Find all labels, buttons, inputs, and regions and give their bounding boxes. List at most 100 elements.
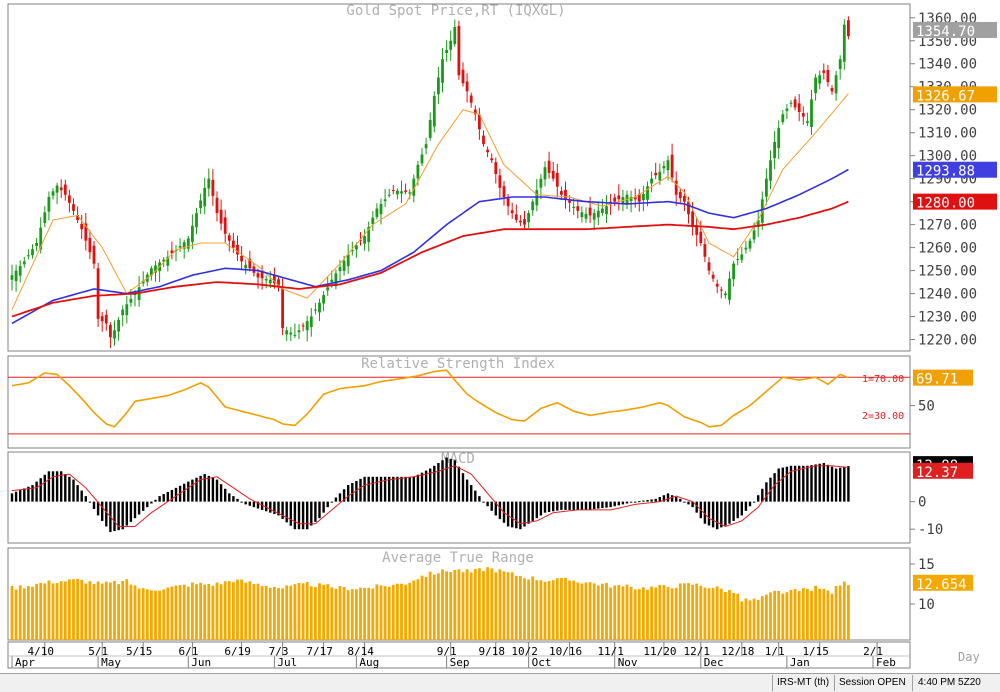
atr-bar bbox=[490, 568, 494, 640]
atr-bar bbox=[137, 588, 141, 640]
atr-bar bbox=[195, 584, 198, 640]
macd-bar bbox=[552, 501, 555, 512]
macd-bar bbox=[761, 488, 764, 502]
macd-bar bbox=[64, 474, 67, 502]
price-candle bbox=[100, 316, 104, 322]
price-candle bbox=[334, 273, 338, 287]
last-price-tag: 1354.70 bbox=[916, 24, 975, 40]
macd-bar bbox=[170, 489, 174, 502]
macd-bar bbox=[125, 501, 128, 526]
macd-bar bbox=[363, 476, 366, 502]
atr-bar bbox=[683, 583, 686, 640]
atr-bar bbox=[387, 586, 391, 640]
atr-panel-title: Average True Range bbox=[382, 550, 534, 566]
x-day-label: 7/3 bbox=[269, 645, 289, 658]
atr-bar bbox=[35, 583, 38, 640]
atr-bar bbox=[498, 569, 502, 640]
atr-bar bbox=[84, 583, 88, 640]
price-candle bbox=[22, 261, 26, 265]
price-candle bbox=[223, 217, 227, 234]
atr-bar bbox=[777, 590, 781, 640]
macd-value-tag: 12.37 bbox=[916, 465, 958, 481]
macd-bar bbox=[830, 466, 834, 502]
macd-bar bbox=[625, 501, 629, 504]
x-month-label: Apr bbox=[15, 656, 35, 669]
price-candle bbox=[150, 268, 153, 276]
price-candle bbox=[96, 268, 100, 319]
atr-bar bbox=[605, 582, 608, 640]
price-candle bbox=[687, 201, 690, 215]
atr-bar bbox=[568, 580, 571, 640]
price-candle bbox=[814, 77, 817, 94]
macd-bar bbox=[757, 495, 760, 502]
atr-bar bbox=[92, 583, 96, 640]
x-month-label: Jan bbox=[790, 656, 810, 669]
macd-bar bbox=[642, 500, 645, 502]
macd-bar bbox=[359, 478, 362, 502]
atr-bar bbox=[695, 583, 699, 640]
macd-bar bbox=[137, 501, 141, 515]
macd-bar bbox=[424, 470, 428, 502]
atr-bar bbox=[363, 588, 366, 640]
macd-bar bbox=[498, 501, 502, 520]
atr-bar bbox=[55, 583, 59, 640]
price-candle bbox=[658, 171, 662, 181]
macd-bar bbox=[646, 499, 649, 502]
macd-bar bbox=[634, 501, 637, 503]
x-day-label: 7/17 bbox=[306, 645, 333, 658]
macd-bar bbox=[68, 476, 71, 502]
price-candle bbox=[387, 194, 391, 196]
price-candle bbox=[683, 196, 686, 202]
macd-bar bbox=[679, 498, 682, 502]
macd-bar bbox=[342, 489, 346, 502]
price-candle bbox=[236, 244, 239, 255]
macd-bar bbox=[351, 483, 354, 502]
atr-bar bbox=[227, 581, 231, 640]
atr-bar bbox=[96, 581, 100, 640]
price-candle bbox=[437, 77, 440, 95]
macd-bar bbox=[695, 501, 698, 513]
atr-bar bbox=[830, 593, 834, 640]
atr-bar bbox=[834, 586, 838, 640]
macd-bar bbox=[183, 483, 186, 502]
atr-bar bbox=[264, 585, 268, 640]
atr-bar bbox=[22, 588, 26, 640]
atr-bar bbox=[719, 588, 723, 640]
atr-bar bbox=[572, 580, 576, 640]
price-panel: Gold Spot Price,RT (IQXGL) bbox=[346, 3, 565, 19]
macd-signal-line bbox=[11, 465, 849, 528]
y-tick-label: -10 bbox=[918, 522, 943, 538]
macd-bar bbox=[248, 501, 251, 506]
x-month-label: May bbox=[101, 656, 121, 669]
macd-bar bbox=[162, 494, 165, 502]
atr-bar bbox=[223, 581, 227, 640]
x-month-label: Jun bbox=[191, 656, 211, 669]
x-day-label: 9/18 bbox=[479, 645, 506, 658]
price-candle bbox=[646, 186, 649, 200]
macd-bar bbox=[621, 501, 625, 505]
status-account[interactable]: IRS-MT (th) bbox=[777, 677, 830, 688]
status-time: 4:40 PM 5Z20 bbox=[918, 677, 981, 688]
macd-bar bbox=[748, 501, 752, 507]
price-candle bbox=[711, 274, 715, 279]
price-candle bbox=[531, 201, 535, 211]
x-day-label: 1/15 bbox=[802, 645, 829, 658]
y-tick-label: 1300.00 bbox=[918, 149, 977, 165]
atr-bar bbox=[391, 584, 395, 640]
atr-bar bbox=[334, 588, 338, 640]
macd-bar bbox=[752, 501, 756, 503]
macd-bar bbox=[834, 468, 838, 502]
macd-bar bbox=[445, 457, 448, 502]
macd-bar bbox=[379, 476, 383, 502]
atr-bar bbox=[601, 583, 604, 640]
price-candle bbox=[178, 246, 182, 248]
macd-bar bbox=[597, 501, 600, 509]
macd-bar bbox=[810, 465, 813, 502]
atr-bar bbox=[724, 591, 727, 640]
price-candle bbox=[309, 316, 313, 327]
price-candle bbox=[539, 178, 543, 188]
x-day-label: 1/1 bbox=[765, 645, 785, 658]
macd-bar bbox=[121, 501, 124, 530]
x-month-label: Aug bbox=[359, 656, 379, 669]
atr-bar bbox=[260, 586, 264, 640]
